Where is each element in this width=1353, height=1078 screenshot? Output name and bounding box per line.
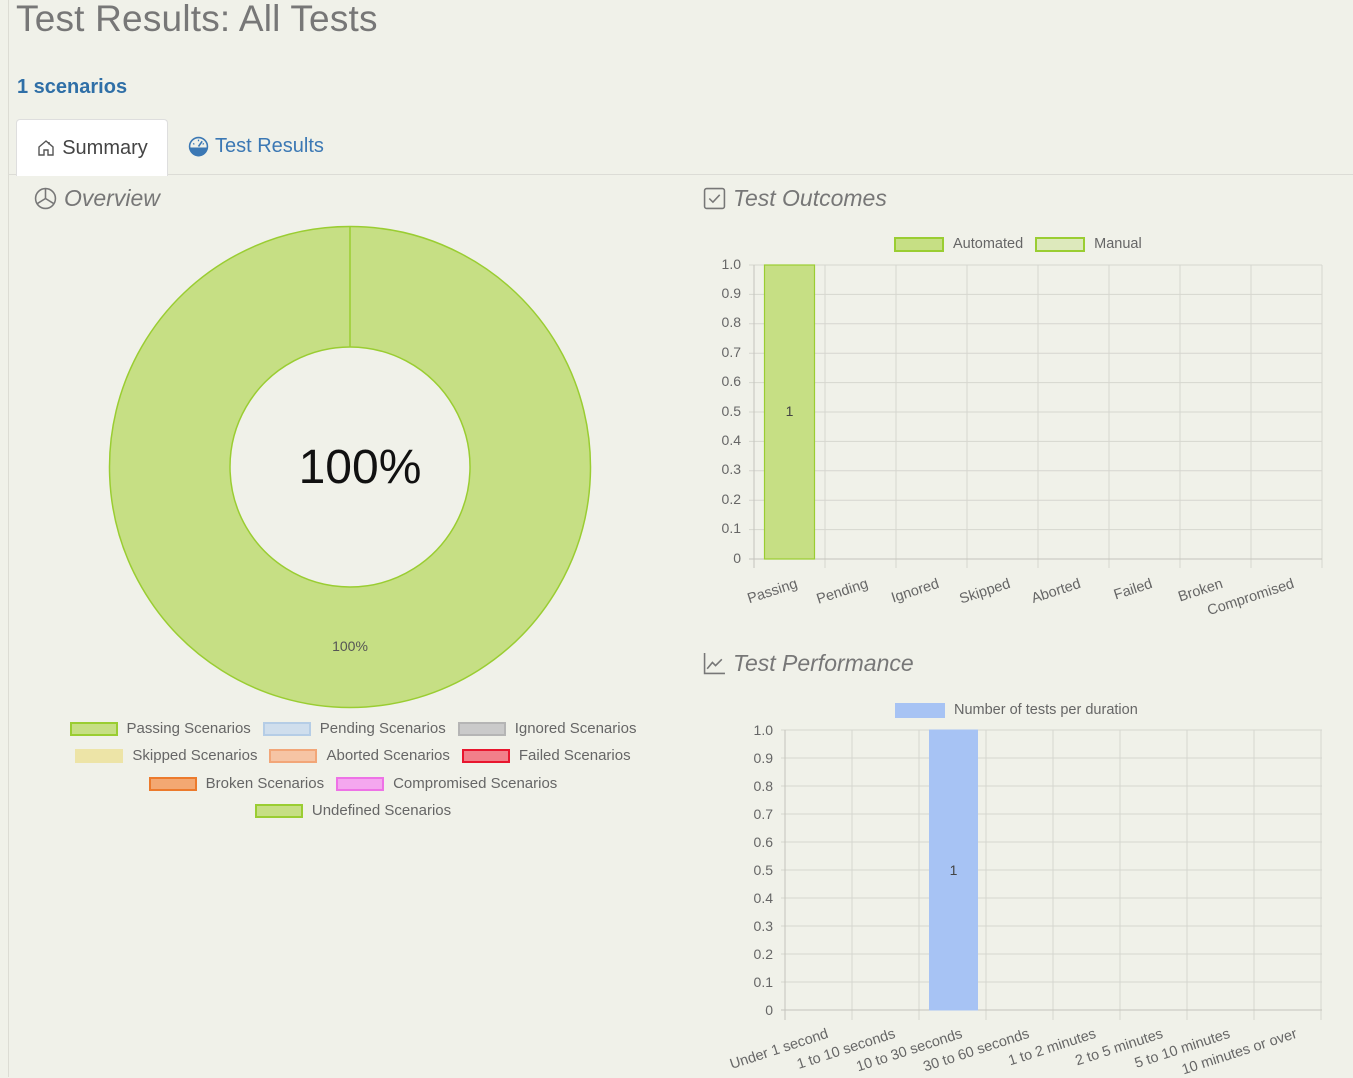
y-tick: 1.0 [721, 256, 741, 272]
legend-tests-per-duration[interactable]: Number of tests per duration [895, 702, 1138, 718]
outcomes-bar-chart[interactable]: 1 [700, 255, 1340, 575]
legend-skipped[interactable]: Skipped Scenarios [75, 747, 257, 764]
legend-manual[interactable]: Manual [1035, 236, 1142, 252]
legend-label: Skipped Scenarios [132, 747, 258, 764]
legend-swatch [1035, 236, 1086, 252]
legend-label: Failed Scenarios [518, 747, 631, 764]
legend-swatch [895, 702, 945, 718]
checkbox-icon [703, 187, 726, 210]
legend-swatch [148, 776, 197, 791]
y-tick: 0.3 [753, 918, 773, 934]
overview-legend-row-1: Passing Scenarios Pending Scenarios Igno… [8, 720, 698, 737]
y-tick: 0.8 [753, 778, 773, 794]
legend-label: Compromised Scenarios [393, 775, 558, 792]
legend-swatch [336, 776, 385, 791]
overview-legend-row-4: Undefined Scenarios [8, 802, 698, 819]
legend-compromised[interactable]: Compromised Scenarios [336, 775, 557, 792]
y-tick: 0.7 [753, 806, 773, 822]
y-tick: 0.9 [721, 285, 741, 301]
legend-broken[interactable]: Broken Scenarios [148, 775, 325, 792]
legend-swatch [894, 236, 944, 252]
page-left-border [8, 0, 9, 1077]
legend-label: Pending Scenarios [319, 720, 446, 737]
y-tick: 0.2 [753, 946, 773, 962]
passing-slice[interactable] [108, 225, 592, 709]
legend-label: Automated [953, 236, 1024, 252]
tab-test-results-label: Test Results [215, 135, 324, 157]
line-chart-icon [703, 652, 726, 675]
bar-passing-automated[interactable] [763, 264, 816, 560]
legend-ignored[interactable]: Ignored Scenarios [457, 720, 637, 737]
overview-donut-chart[interactable] [108, 225, 592, 709]
tab-test-results[interactable]: Test Results [188, 119, 324, 174]
x-tick: Failed [1111, 576, 1154, 604]
legend-swatch [457, 721, 506, 736]
x-tick: Skipped [957, 576, 1012, 608]
y-tick: 0.3 [721, 461, 741, 477]
legend-label: Manual [1094, 236, 1142, 252]
y-tick: 0 [765, 1002, 773, 1018]
x-tick: Ignored [889, 576, 941, 607]
legend-label: Undefined Scenarios [311, 802, 452, 819]
y-tick: 0.1 [721, 520, 741, 536]
speedometer-icon [188, 136, 209, 157]
y-tick: 0.6 [753, 834, 773, 850]
tab-summary-label: Summary [62, 136, 148, 159]
y-tick: 0.9 [753, 750, 773, 766]
overview-legend-row-2: Skipped Scenarios Aborted Scenarios Fail… [8, 747, 698, 764]
performance-bar-chart[interactable]: 1 [700, 720, 1340, 1030]
legend-label: Ignored Scenarios [514, 720, 637, 737]
legend-undefined[interactable]: Undefined Scenarios [254, 802, 452, 819]
y-tick: 0.6 [721, 373, 741, 389]
performance-title: Test Performance [703, 650, 914, 677]
slice-label: 100% [332, 638, 368, 654]
scenario-count: 1 scenarios [17, 76, 128, 98]
legend-passing[interactable]: Passing Scenarios [69, 720, 251, 737]
legend-swatch [69, 721, 118, 736]
overview-title: Overview [34, 185, 160, 212]
y-tick: 0.5 [721, 403, 741, 419]
bar-10-to-30-seconds[interactable] [929, 729, 978, 1011]
bar-data-label: 1 [786, 403, 794, 419]
legend-label: Number of tests per duration [954, 702, 1138, 718]
overview-title-text: Overview [64, 185, 160, 211]
legend-label: Passing Scenarios [126, 720, 251, 737]
outcomes-title-text: Test Outcomes [733, 185, 887, 211]
y-tick: 0.4 [753, 890, 773, 906]
pie-chart-icon [34, 187, 57, 210]
y-tick: 0.2 [721, 491, 741, 507]
x-tick: Pending [814, 576, 870, 608]
x-tick: Aborted [1029, 576, 1083, 607]
y-tick: 0.1 [753, 974, 773, 990]
legend-swatch [269, 748, 318, 763]
bar-data-label: 1 [950, 862, 958, 878]
legend-swatch [461, 748, 510, 763]
y-tick: 1.0 [753, 722, 773, 738]
x-tick: Passing [745, 576, 800, 608]
legend-failed[interactable]: Failed Scenarios [461, 747, 631, 764]
outcomes-title: Test Outcomes [703, 185, 887, 212]
y-tick: 0.5 [753, 862, 773, 878]
overview-legend-row-3: Broken Scenarios Compromised Scenarios [8, 775, 698, 792]
legend-automated[interactable]: Automated [894, 236, 1023, 252]
y-tick: 0.8 [721, 314, 741, 330]
legend-pending[interactable]: Pending Scenarios [262, 720, 446, 737]
tab-bar: Summary Test Results [8, 119, 1353, 176]
y-tick: 0.7 [721, 344, 741, 360]
legend-aborted[interactable]: Aborted Scenarios [269, 747, 450, 764]
legend-label: Aborted Scenarios [326, 747, 450, 764]
performance-legend: Number of tests per duration [895, 702, 1138, 718]
legend-swatch [262, 721, 311, 736]
page-title: Test Results: All Tests [16, 0, 378, 39]
legend-swatch [254, 803, 303, 818]
tab-summary[interactable]: Summary [16, 119, 168, 176]
performance-title-text: Test Performance [733, 650, 914, 676]
home-icon [36, 138, 56, 158]
legend-label: Broken Scenarios [205, 775, 325, 792]
donut-center-label: 100% [298, 441, 422, 494]
y-tick: 0.4 [721, 432, 741, 448]
outcomes-legend: Automated Manual [894, 236, 1142, 252]
y-tick: 0 [733, 550, 741, 566]
legend-swatch [75, 748, 124, 763]
